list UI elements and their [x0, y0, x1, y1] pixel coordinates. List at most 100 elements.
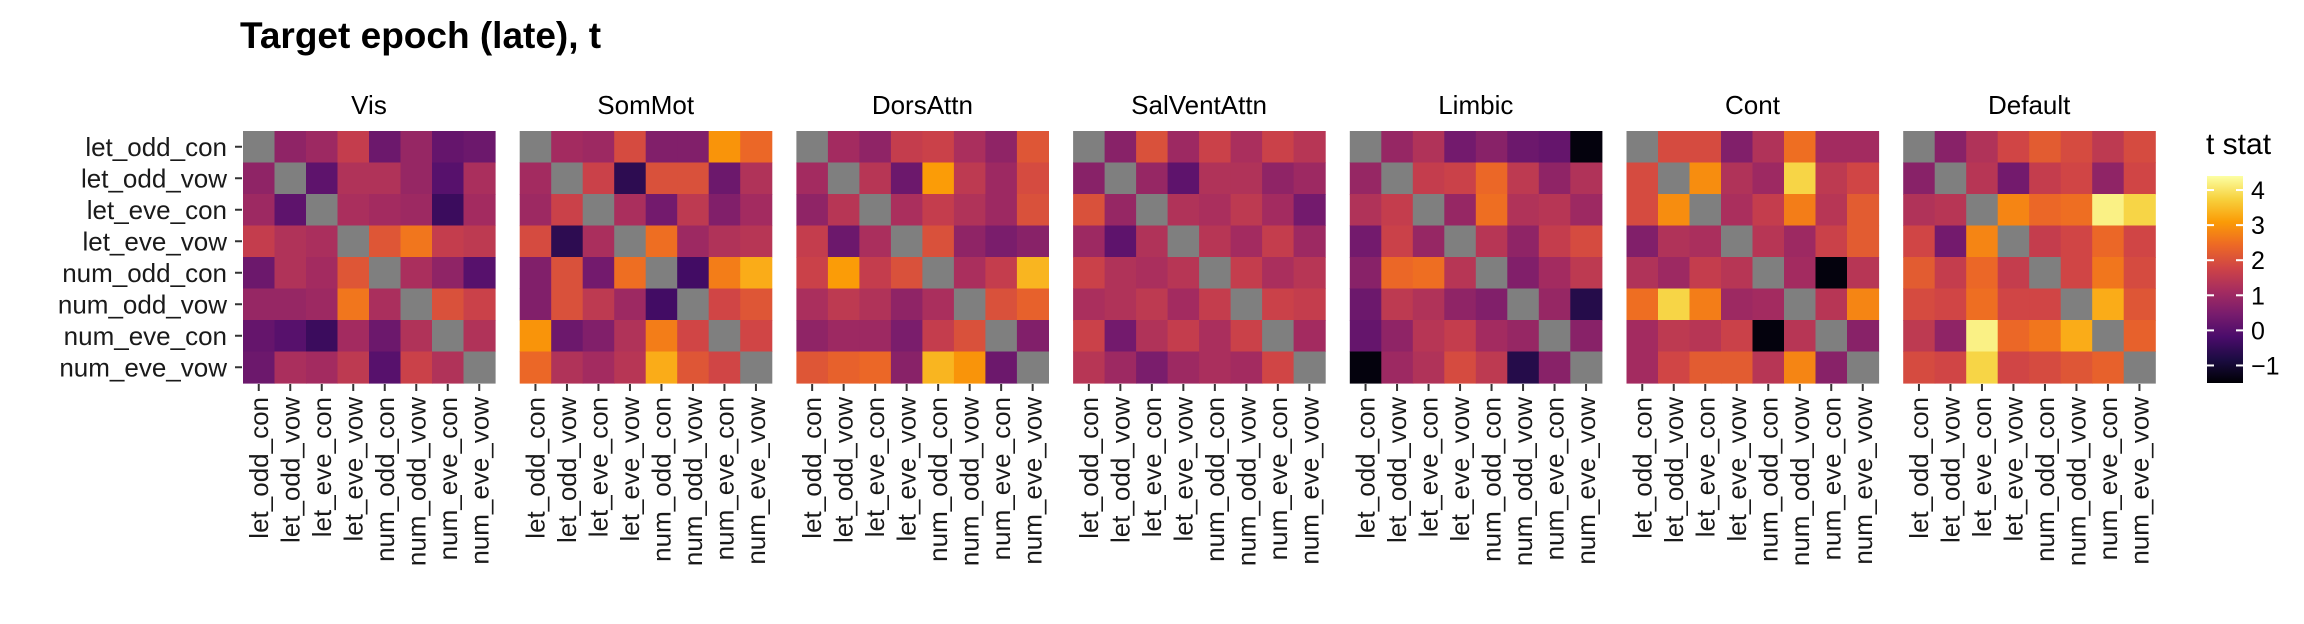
heatmap-cell [519, 225, 552, 258]
heatmap-cell [1752, 351, 1785, 384]
heatmap-cell [1626, 257, 1659, 290]
heatmap-cell [2123, 162, 2156, 195]
heatmap-cell [306, 162, 339, 195]
heatmap-cell [1262, 225, 1295, 258]
heatmap-cell [1966, 194, 1999, 227]
heatmap-cell [551, 257, 584, 290]
heatmap-cell [1167, 288, 1200, 321]
heatmap-cell [274, 257, 307, 290]
x-tick-label: let_odd_vow [1659, 397, 1689, 543]
heatmap-cell [1507, 320, 1540, 353]
x-tick-label: let_eve_con [860, 397, 890, 537]
heatmap-cell [1230, 131, 1263, 164]
heatmap-cell [890, 288, 923, 321]
heatmap-cell [1444, 257, 1477, 290]
heatmap-cell [1752, 131, 1785, 164]
heatmap-cell [1199, 288, 1232, 321]
heatmap-cell [1475, 225, 1508, 258]
heatmap-cell [614, 225, 647, 258]
heatmap-cell [1658, 257, 1691, 290]
panel-dorsattn: DorsAttn let_odd_con let_odd_vow let_eve_co… [796, 90, 1049, 566]
heatmap-cell [708, 131, 741, 164]
heatmap-cell [827, 257, 860, 290]
heatmap-cell [2123, 225, 2156, 258]
heatmap-cell [1444, 194, 1477, 227]
heatmap-cell [2092, 288, 2125, 321]
heatmap-cell [2060, 288, 2093, 321]
heatmap-cell [796, 162, 829, 195]
heatmap-cell [1230, 288, 1263, 321]
x-tick-label: let_eve_vow [615, 397, 645, 542]
heatmap-cell [1293, 288, 1326, 321]
heatmap-cell [432, 131, 465, 164]
heatmap-cell [1136, 288, 1169, 321]
heatmap-cell [1966, 288, 1999, 321]
heatmap-cell [1934, 351, 1967, 384]
heatmap-cell [1507, 194, 1540, 227]
y-tick-label: let_eve_vow [82, 226, 227, 256]
heatmap-cell [1167, 162, 1200, 195]
heatmap-cell [243, 225, 276, 258]
heatmap-cell [1721, 351, 1754, 384]
heatmap-cell [922, 194, 955, 227]
heatmap-cell [953, 131, 986, 164]
heatmap-cell [1104, 320, 1137, 353]
heatmap-cell [614, 194, 647, 227]
heatmap-cell [243, 131, 276, 164]
x-tick-label: let_eve_con [1690, 397, 1720, 537]
heatmap-cell [890, 162, 923, 195]
x-tick-label: num_odd_vow [2061, 397, 2091, 566]
x-tick-label: let_odd_con [797, 397, 827, 539]
heatmap-cell [740, 194, 773, 227]
x-tick-label: num_eve_con [1263, 397, 1293, 560]
heatmap-cell [614, 257, 647, 290]
heatmap-cell [1815, 225, 1848, 258]
heatmap-cell [306, 288, 339, 321]
x-tick-label: let_eve_vow [1722, 397, 1752, 542]
heatmap-cell [1293, 351, 1326, 384]
heatmap-cell [1073, 162, 1106, 195]
heatmap-cell [1293, 320, 1326, 353]
heatmap-cell [985, 194, 1018, 227]
heatmap-cell [1784, 162, 1817, 195]
heatmap-cell [1016, 131, 1049, 164]
heatmap-cell [645, 257, 678, 290]
panel-strip-label: SalVentAttn [1131, 90, 1267, 120]
heatmap-cell [1230, 257, 1263, 290]
panel-strip-label: Limbic [1438, 90, 1513, 120]
chart-title: Target epoch (late), t [240, 15, 601, 56]
heatmap-cell [1444, 131, 1477, 164]
heatmap-cell [1412, 194, 1445, 227]
x-tick-label: num_eve_con [709, 397, 739, 560]
heatmap-cell [1507, 288, 1540, 321]
heatmap-cell [463, 194, 496, 227]
heatmap-cell [2029, 257, 2062, 290]
heatmap-cell [1412, 162, 1445, 195]
x-tick-label: num_eve_con [1540, 397, 1570, 560]
heatmap-cell [1658, 162, 1691, 195]
heatmap-cell [551, 225, 584, 258]
heatmap-cell [1412, 288, 1445, 321]
heatmap-cell [1903, 351, 1936, 384]
heatmap-cell [1934, 162, 1967, 195]
heatmap-cell [1966, 162, 1999, 195]
heatmap-cell [677, 194, 710, 227]
heatmap-cell [953, 288, 986, 321]
heatmap-cell [1689, 162, 1722, 195]
heatmap-cell [1847, 288, 1880, 321]
heatmap-cell [306, 225, 339, 258]
heatmap-cell [1073, 225, 1106, 258]
heatmap-cell [2123, 288, 2156, 321]
heatmap-cell [2092, 162, 2125, 195]
heatmap-cell [1199, 131, 1232, 164]
heatmap-cell [922, 225, 955, 258]
heatmap-cell [2029, 351, 2062, 384]
heatmap-cell [2029, 225, 2062, 258]
heatmap-cell [1136, 351, 1169, 384]
heatmap-cell [1626, 162, 1659, 195]
heatmap-cell [1381, 320, 1414, 353]
heatmap-cell [1784, 257, 1817, 290]
heatmap-cell [551, 288, 584, 321]
heatmap-cell [463, 225, 496, 258]
heatmap-cell [1658, 288, 1691, 321]
